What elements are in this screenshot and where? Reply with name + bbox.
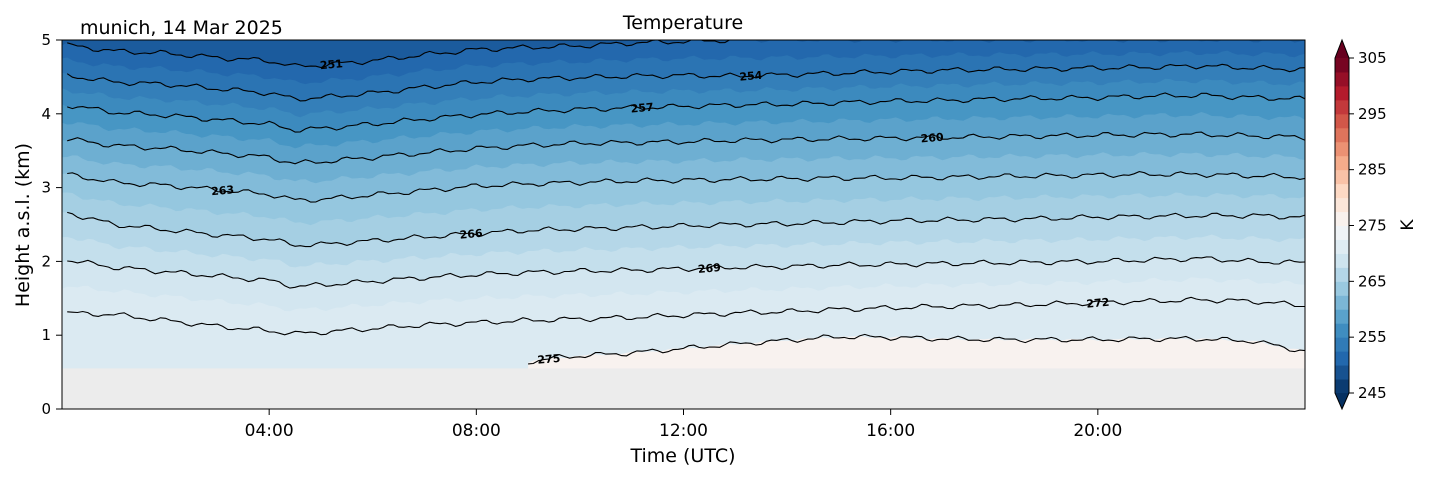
colorbar-segment xyxy=(1335,281,1349,296)
isotherm-257 xyxy=(67,92,1305,133)
y-tick-label: 3 xyxy=(41,179,51,197)
isotherm-272 xyxy=(67,296,1305,336)
y-tick-label: 5 xyxy=(41,31,51,49)
colorbar-segment xyxy=(1335,309,1349,324)
isotherm-lines xyxy=(66,40,1305,365)
contour-label-257: 257 xyxy=(630,101,654,116)
colorbar-segment xyxy=(1335,71,1349,87)
contour-label-254: 254 xyxy=(739,69,763,84)
x-tick-label: 20:00 xyxy=(1073,421,1122,441)
isotherm-275 xyxy=(528,333,1305,365)
colorbar-tick-label: 245 xyxy=(1358,384,1387,402)
contour-labels: 251 254 257 260 263 266 269 272 275 xyxy=(211,57,1110,367)
colorbar-segment xyxy=(1335,197,1349,213)
isotherm-260 xyxy=(67,131,1305,165)
temperature-fill xyxy=(62,40,1305,409)
chart-title: Temperature xyxy=(622,12,743,34)
contour-label-263: 263 xyxy=(211,183,235,198)
y-tick-label: 1 xyxy=(41,326,51,344)
colorbar-tick-label: 275 xyxy=(1358,217,1387,235)
colorbar-segment xyxy=(1335,239,1349,254)
colorbar-segment xyxy=(1335,99,1349,115)
isotherm-269 xyxy=(67,256,1305,289)
colorbar-segment xyxy=(1335,379,1349,394)
colorbar-segment xyxy=(1335,351,1349,366)
colorbar-extend-min xyxy=(1335,393,1349,409)
x-tick-label: 12:00 xyxy=(659,421,708,441)
contour-label-251: 251 xyxy=(319,57,343,72)
colorbar: 245 255 265 275 285 295 305 xyxy=(1334,38,1387,411)
colorbar-segment xyxy=(1335,225,1349,240)
y-axis-label: Height a.s.l. (km) xyxy=(12,143,34,307)
contour-label-272: 272 xyxy=(1086,296,1110,311)
contour-label-269: 269 xyxy=(697,261,721,276)
colorbar-tick-label: 295 xyxy=(1358,105,1387,123)
colorbar-segment xyxy=(1335,155,1349,171)
y-axis-ticks: 0 1 2 3 4 5 xyxy=(41,31,62,418)
colorbar-segment xyxy=(1335,141,1349,157)
contour-label-260: 260 xyxy=(920,131,944,146)
colorbar-segment xyxy=(1335,113,1349,129)
colorbar-segment xyxy=(1335,85,1349,101)
isotherm-263 xyxy=(67,171,1305,203)
colorbar-segment xyxy=(1335,183,1349,199)
y-tick-label: 4 xyxy=(41,105,51,123)
colorbar-segment xyxy=(1335,337,1349,352)
ground-mask xyxy=(62,368,1305,409)
colorbar-segment xyxy=(1335,365,1349,380)
colorbar-segment xyxy=(1335,253,1349,268)
location-label: munich, 14 Mar 2025 xyxy=(80,17,283,39)
y-tick-label: 0 xyxy=(41,400,51,418)
isotherm-266 xyxy=(67,211,1305,248)
isotherm-254 xyxy=(66,63,1305,102)
plot-area xyxy=(62,40,1305,409)
colorbar-segment xyxy=(1335,211,1349,226)
colorbar-tick-label: 265 xyxy=(1358,272,1387,290)
x-tick-label: 04:00 xyxy=(245,421,294,441)
colorbar-segment xyxy=(1335,323,1349,338)
contour-label-275: 275 xyxy=(537,352,561,367)
colorbar-tick-label: 285 xyxy=(1358,161,1387,179)
x-tick-label: 16:00 xyxy=(866,421,915,441)
y-tick-label: 2 xyxy=(41,252,51,270)
colorbar-segment xyxy=(1335,267,1349,282)
colorbar-segment xyxy=(1335,295,1349,310)
colorbar-segment xyxy=(1335,58,1349,73)
colorbar-tick-label: 255 xyxy=(1358,328,1387,346)
colorbar-segment xyxy=(1335,169,1349,185)
x-axis-ticks: 04:00 08:00 12:00 16:00 20:00 xyxy=(245,409,1122,441)
colorbar-segment xyxy=(1335,127,1349,143)
x-axis-label: Time (UTC) xyxy=(629,445,735,467)
isotherm-251 xyxy=(67,40,731,69)
contour-label-266: 266 xyxy=(459,227,483,242)
x-tick-label: 08:00 xyxy=(452,421,501,441)
colorbar-tick-label: 305 xyxy=(1358,49,1387,67)
band-251 xyxy=(62,40,1305,68)
colorbar-extend-max xyxy=(1335,40,1349,58)
colorbar-label: K xyxy=(1398,219,1418,231)
